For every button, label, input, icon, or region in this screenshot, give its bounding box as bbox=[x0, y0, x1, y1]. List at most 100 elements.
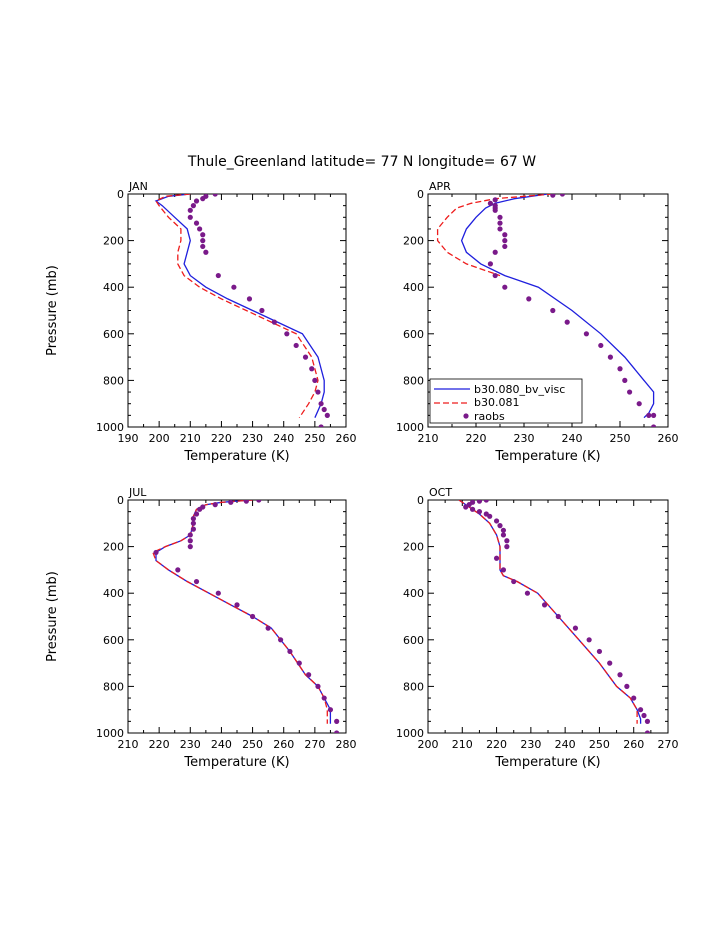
plot-area bbox=[152, 500, 340, 733]
y-tick-label: 400 bbox=[103, 587, 124, 600]
x-tick-label: 250 bbox=[304, 432, 325, 445]
raobs-point bbox=[197, 226, 203, 232]
y-tick-label: 1000 bbox=[396, 727, 424, 740]
raobs-point bbox=[586, 637, 592, 643]
raobs-point bbox=[524, 590, 531, 596]
raobs-point bbox=[175, 567, 181, 573]
y-tick-label: 800 bbox=[103, 680, 124, 693]
raobs-point bbox=[296, 660, 302, 666]
raobs-point bbox=[617, 672, 623, 678]
legend-label-b30-081: b30.081 bbox=[474, 396, 519, 409]
raobs-point bbox=[200, 196, 206, 202]
y-tick-label: 1000 bbox=[96, 727, 124, 740]
raobs-point bbox=[564, 319, 570, 325]
raobs-point bbox=[309, 366, 315, 372]
raobs-point bbox=[234, 602, 240, 608]
x-axis-label: Temperature (K) bbox=[494, 449, 600, 464]
raobs-point bbox=[315, 683, 321, 690]
raobs-point bbox=[271, 319, 277, 325]
raobs-point bbox=[493, 555, 500, 561]
raobs-point bbox=[644, 730, 651, 733]
x-tick-label: 260 bbox=[658, 432, 679, 445]
raobs-point bbox=[504, 544, 510, 550]
series-b30-080-line bbox=[460, 194, 655, 419]
x-tick-label: 250 bbox=[242, 738, 263, 751]
raobs-point bbox=[321, 695, 327, 701]
x-tick-label: 230 bbox=[514, 432, 535, 445]
y-tick-label: 800 bbox=[103, 374, 124, 387]
y-tick-label: 200 bbox=[403, 541, 424, 554]
raobs-point bbox=[318, 424, 324, 427]
y-axis-label: Pressure (mb) bbox=[45, 571, 60, 662]
panel-jul: JUL 210 220 230 240 250 260 270 280 0 200 400 600 800… bbox=[45, 486, 357, 770]
panel-oct: OCT 200 210 220 230 240 250 260 270 0 200 400 600 800… bbox=[396, 486, 679, 770]
raobs-point bbox=[193, 220, 200, 226]
raobs-point bbox=[265, 625, 271, 631]
raobs-point bbox=[193, 578, 200, 585]
raobs-point bbox=[334, 718, 340, 724]
panel-apr: APR 210 220 230 240 250 260 0 200 400 600 800 1000 Te… bbox=[396, 180, 679, 464]
series-raobs bbox=[487, 194, 657, 427]
x-tick-label: 240 bbox=[273, 432, 294, 445]
plot-frame bbox=[127, 193, 347, 428]
raobs-point bbox=[334, 730, 340, 733]
raobs-point bbox=[215, 272, 221, 279]
raobs-point bbox=[315, 389, 321, 395]
raobs-point bbox=[483, 500, 489, 503]
raobs-point bbox=[497, 214, 503, 220]
raobs-point bbox=[497, 220, 503, 226]
y-tick-label: 600 bbox=[103, 328, 124, 341]
raobs-point bbox=[187, 207, 193, 213]
series-b30-081-line bbox=[458, 500, 638, 724]
raobs-point bbox=[622, 377, 628, 383]
raobs-point bbox=[504, 538, 510, 544]
raobs-point bbox=[607, 354, 614, 360]
raobs-point bbox=[500, 567, 507, 573]
raobs-point bbox=[497, 523, 503, 529]
raobs-point bbox=[526, 296, 532, 302]
raobs-point bbox=[190, 526, 196, 532]
x-tick-label: 260 bbox=[623, 738, 644, 751]
legend-label-raobs: raobs bbox=[474, 410, 505, 423]
raobs-point bbox=[187, 214, 193, 220]
raobs-point bbox=[256, 500, 262, 503]
y-tick-label: 800 bbox=[403, 680, 424, 693]
raobs-point bbox=[193, 198, 200, 204]
x-tick-label: 280 bbox=[336, 738, 357, 751]
raobs-point bbox=[284, 331, 290, 337]
y-tick-label: 0 bbox=[417, 494, 424, 507]
y-tick-label: 0 bbox=[417, 188, 424, 201]
x-tick-label: 230 bbox=[180, 738, 201, 751]
raobs-point bbox=[476, 509, 483, 515]
raobs-point bbox=[197, 506, 203, 512]
raobs-point bbox=[492, 207, 498, 213]
y-tick-label: 200 bbox=[103, 235, 124, 248]
raobs-point bbox=[497, 226, 503, 232]
x-tick-label: 210 bbox=[180, 432, 201, 445]
raobs-point bbox=[318, 401, 324, 407]
raobs-point bbox=[306, 672, 312, 678]
x-tick-label: 200 bbox=[149, 432, 170, 445]
raobs-point bbox=[200, 232, 206, 238]
raobs-point bbox=[624, 683, 630, 690]
panel-label-jan: JAN bbox=[128, 180, 148, 193]
raobs-point bbox=[492, 272, 498, 279]
raobs-point bbox=[636, 401, 642, 407]
raobs-point bbox=[487, 261, 493, 267]
raobs-point bbox=[583, 331, 590, 337]
raobs-point bbox=[327, 707, 334, 713]
raobs-point bbox=[487, 513, 493, 519]
raobs-point bbox=[646, 412, 652, 418]
raobs-point bbox=[502, 243, 508, 250]
raobs-point bbox=[541, 602, 548, 608]
raobs-point bbox=[627, 389, 633, 395]
raobs-point bbox=[631, 695, 637, 701]
raobs-point bbox=[190, 203, 196, 209]
raobs-point bbox=[212, 502, 218, 508]
raobs-point bbox=[596, 648, 603, 655]
raobs-point bbox=[617, 366, 623, 372]
x-tick-label: 220 bbox=[466, 432, 487, 445]
raobs-point bbox=[187, 544, 193, 550]
raobs-point bbox=[200, 243, 206, 250]
